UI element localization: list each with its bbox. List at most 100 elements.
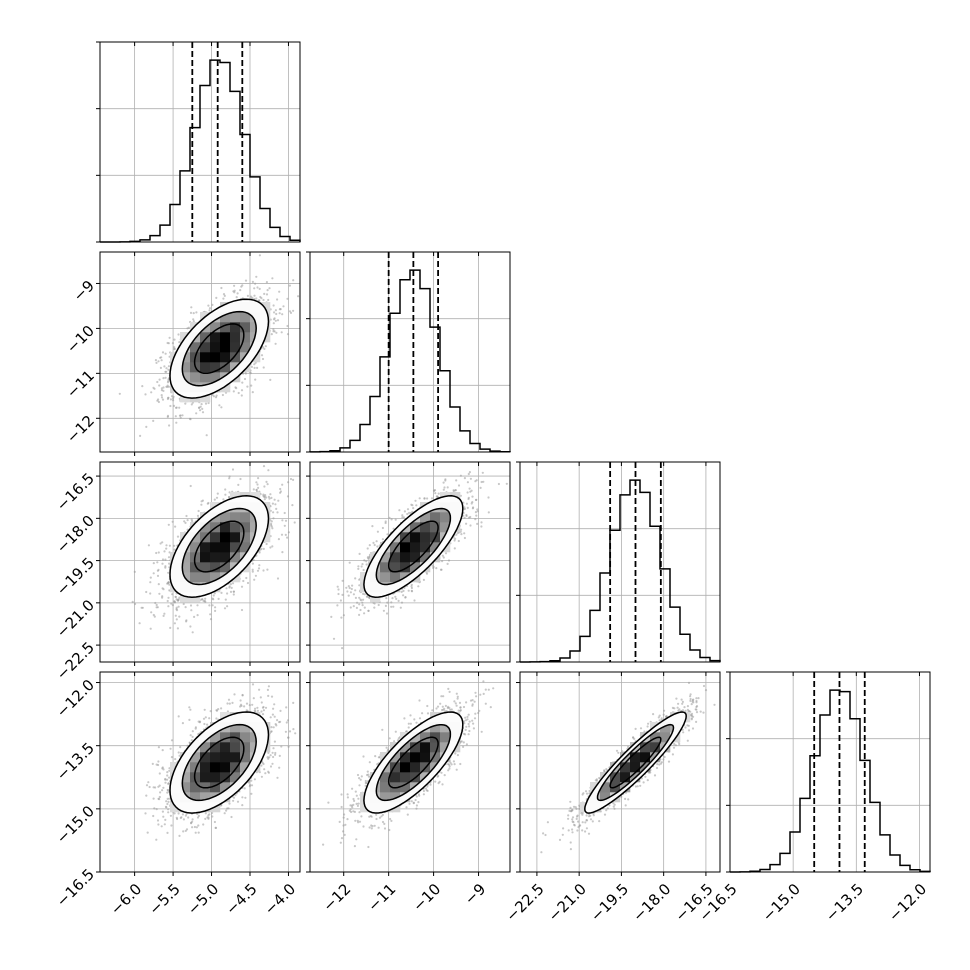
- scatter-point: [265, 496, 268, 499]
- scatter-point: [273, 311, 276, 314]
- density-cell: [240, 512, 251, 523]
- scatter-point: [198, 720, 202, 723]
- scatter-point: [160, 359, 163, 362]
- scatter-point: [459, 494, 462, 497]
- contour-line: [181, 723, 257, 802]
- scatter-point: [241, 694, 244, 697]
- scatter-point: [358, 820, 362, 823]
- scatter-point: [149, 627, 152, 630]
- scatter-point: [358, 603, 361, 606]
- density-cell: [200, 542, 211, 553]
- panel-frame: [99, 461, 301, 663]
- scatter-point: [225, 809, 228, 812]
- scatter-point: [242, 579, 245, 583]
- density-cell: [600, 782, 611, 793]
- scatter-point: [426, 712, 430, 715]
- scatter-point: [458, 701, 462, 705]
- y-tick-label: −10: [63, 322, 98, 357]
- scatter-point: [294, 732, 297, 735]
- hist-step-3: [729, 689, 931, 873]
- scatter-panel-3-0: −16.5 −15.0 −13.5 −12.0: [53, 671, 301, 911]
- scatter-point: [274, 319, 277, 322]
- scatter-point: [145, 784, 149, 787]
- scatter-point: [570, 809, 573, 813]
- scatter-point: [392, 527, 395, 530]
- density-cell: [200, 392, 211, 403]
- scatter-point: [448, 765, 451, 768]
- scatter-point: [207, 817, 210, 820]
- density-cell: [220, 342, 231, 353]
- scatter-point: [455, 479, 458, 482]
- scatter-point: [437, 782, 440, 785]
- scatter-point: [173, 544, 176, 547]
- scatter-point: [658, 714, 661, 717]
- scatter-point: [178, 406, 181, 409]
- scatter-point: [441, 560, 444, 563]
- scatter-point: [362, 755, 365, 758]
- density-cell: [220, 552, 231, 563]
- scatter-point: [377, 603, 380, 607]
- scatter-point: [220, 591, 223, 595]
- scatter-point: [181, 722, 184, 725]
- scatter-point: [655, 766, 659, 770]
- scatter-point: [392, 605, 395, 608]
- scatter-point: [410, 800, 413, 803]
- scatter-point: [214, 606, 217, 609]
- scatter-point: [689, 693, 692, 696]
- scatter-point: [410, 583, 413, 586]
- scatter-point: [272, 726, 275, 729]
- scatter-point: [174, 614, 177, 617]
- scatter-point: [134, 602, 137, 606]
- contour-line: [387, 520, 439, 573]
- scatter-point: [686, 724, 689, 727]
- density-cell: [420, 532, 431, 543]
- density-cell: [400, 782, 411, 793]
- scatter-point: [201, 598, 204, 601]
- scatter-point: [196, 514, 200, 518]
- scatter-point: [165, 385, 168, 388]
- scatter-point: [262, 366, 265, 369]
- scatter-point: [464, 728, 467, 732]
- scatter-point: [150, 391, 153, 394]
- scatter-point: [168, 562, 171, 565]
- scatter-point: [370, 815, 373, 818]
- scatter-point: [178, 414, 182, 417]
- scatter-point: [278, 308, 281, 311]
- scatter-point: [362, 568, 365, 572]
- scatter-point: [364, 784, 367, 787]
- scatter-point: [456, 695, 459, 698]
- scatter-point: [699, 710, 702, 713]
- density-cell: [200, 372, 211, 383]
- scatter-point: [209, 710, 212, 713]
- density-cell: [600, 792, 611, 803]
- scatter-point: [258, 564, 261, 567]
- scatter-point: [338, 820, 341, 824]
- scatter-point: [395, 597, 398, 601]
- density-cell: [430, 522, 441, 533]
- scatter-point: [667, 760, 671, 763]
- scatter-point: [194, 726, 197, 729]
- density-cell: [200, 572, 211, 583]
- scatter-point: [261, 713, 265, 716]
- contour-fill: [170, 299, 269, 399]
- scatter-point: [254, 574, 257, 577]
- scatter-point: [634, 727, 637, 731]
- scatter-point: [259, 696, 262, 699]
- scatter-point: [182, 818, 185, 821]
- scatter-point: [375, 813, 378, 816]
- scatter-point: [474, 518, 477, 521]
- scatter-point: [223, 294, 226, 297]
- density-cell: [390, 762, 401, 773]
- scatter-point: [350, 804, 353, 807]
- scatter-point: [391, 597, 394, 600]
- scatter-point: [636, 785, 639, 788]
- contour-line: [169, 298, 270, 399]
- scatter-point: [265, 542, 268, 546]
- scatter-point: [292, 309, 295, 312]
- scatter-point: [220, 707, 223, 710]
- scatter-point: [171, 604, 174, 607]
- scatter-point: [161, 541, 164, 544]
- scatter-point: [195, 412, 198, 415]
- scatter-point: [355, 802, 358, 806]
- scatter-point: [177, 812, 180, 815]
